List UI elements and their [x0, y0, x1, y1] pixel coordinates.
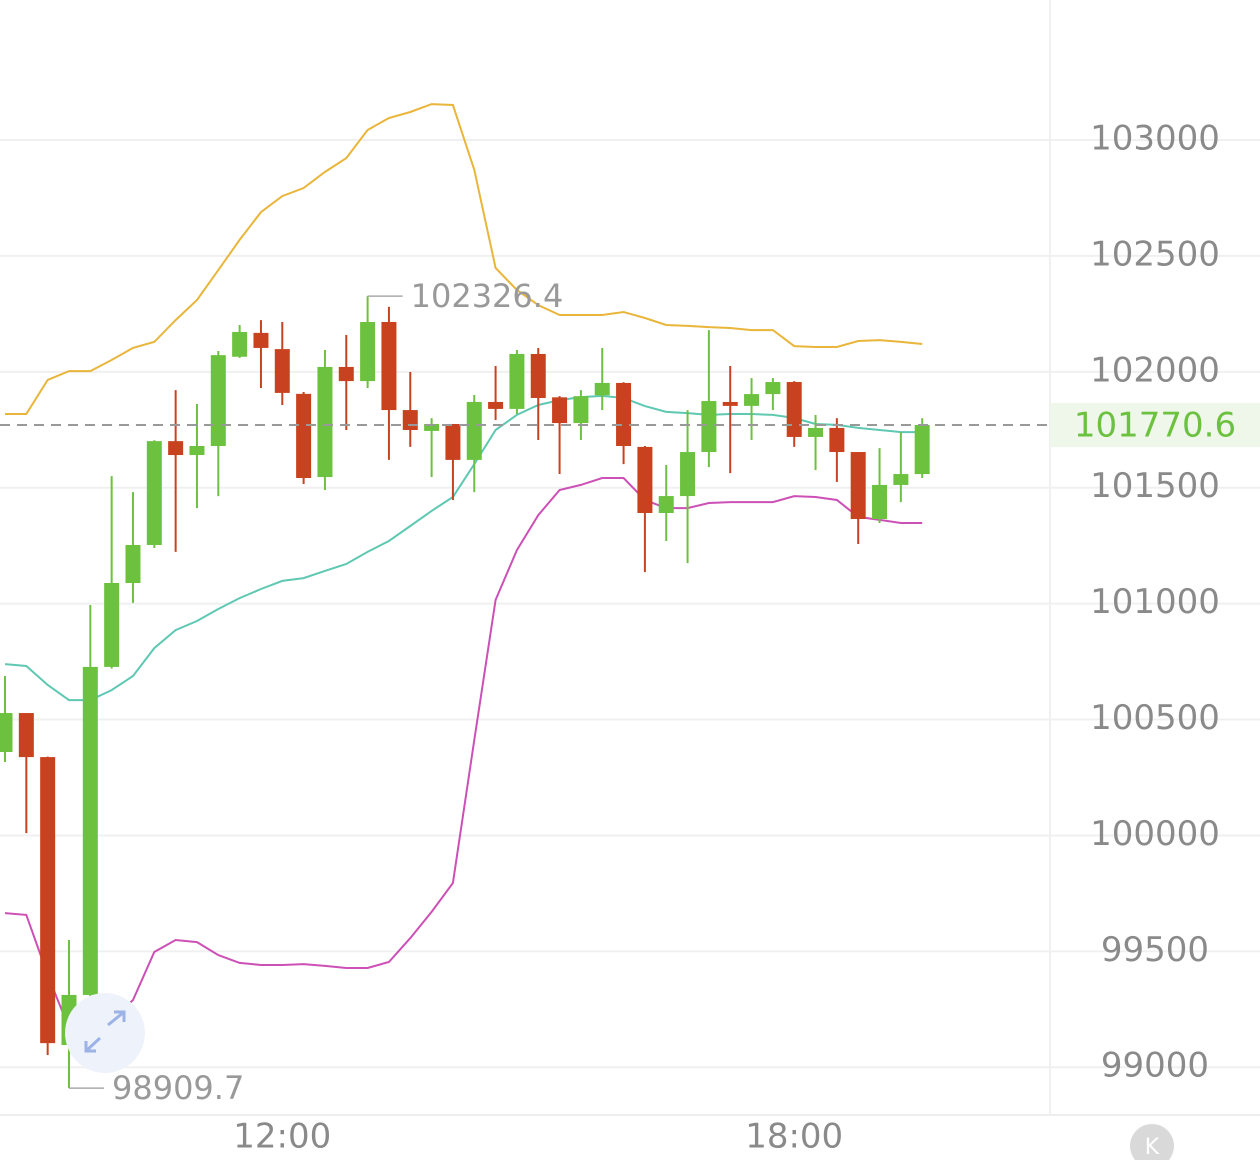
y-tick-label: 99500	[1101, 930, 1209, 970]
candle-body	[594, 382, 610, 396]
candle-body	[786, 382, 802, 437]
candle-body	[872, 484, 888, 520]
candle-body	[701, 401, 717, 453]
y-tick-label: 99000	[1101, 1046, 1209, 1086]
candle-body	[360, 321, 376, 382]
candle-body	[850, 452, 866, 520]
candle-body	[722, 401, 738, 406]
candle-body	[616, 382, 632, 446]
candle-body	[658, 496, 674, 513]
candle-body	[232, 331, 248, 357]
candle-body	[530, 353, 546, 399]
candle-body	[680, 452, 696, 497]
candle-body	[914, 424, 930, 475]
candle-body	[381, 321, 397, 411]
band-line	[4, 394, 923, 702]
min-label: 98909.7	[112, 1069, 244, 1107]
candle-body	[18, 713, 34, 758]
candle-body	[424, 423, 440, 431]
candle-body	[338, 366, 354, 382]
candle-body	[744, 394, 760, 406]
expand-icon-arrows[interactable]	[84, 1010, 126, 1053]
candle-body	[765, 382, 781, 395]
candle-body	[168, 441, 184, 456]
candle-body	[552, 397, 568, 424]
candle-body	[210, 355, 226, 446]
x-tick-label: 18:00	[745, 1117, 843, 1157]
candle-body	[104, 582, 120, 667]
y-tick-label: 102500	[1090, 234, 1220, 274]
candle-body	[893, 474, 909, 485]
candle-body	[0, 713, 13, 752]
candle-body	[829, 427, 845, 453]
band-line	[5, 103, 923, 415]
candle-body	[445, 423, 461, 460]
y-tick-label: 100000	[1090, 814, 1220, 854]
max-label: 102326.4	[411, 277, 564, 315]
candle-body	[317, 366, 333, 478]
candle-body	[808, 427, 824, 437]
kline-button[interactable]	[1130, 1124, 1174, 1160]
band-line	[4, 477, 923, 1030]
candle-body	[296, 393, 312, 478]
y-tick-label: 103000	[1090, 119, 1220, 159]
y-tick-label: 102000	[1090, 350, 1220, 390]
last-price-label: 101770.6	[1074, 405, 1236, 445]
expand-icon[interactable]	[65, 993, 145, 1073]
y-tick-label: 101500	[1090, 466, 1220, 506]
y-tick-label: 101000	[1090, 582, 1220, 622]
candle-body	[637, 446, 653, 513]
candle-body	[189, 446, 205, 456]
candle-body	[146, 441, 162, 545]
expand-icon-bg[interactable]	[65, 993, 145, 1073]
candle-body	[274, 349, 290, 393]
candle-body	[488, 401, 504, 409]
kline-button-label[interactable]: K	[1145, 1135, 1160, 1160]
last-price-bg	[1050, 402, 1260, 447]
candle-body	[40, 757, 56, 1044]
candle-body	[466, 401, 482, 460]
candle-body	[82, 666, 98, 995]
candle-body	[509, 353, 525, 409]
candle-body	[402, 410, 418, 431]
candle-body	[125, 544, 141, 583]
candle-body	[253, 332, 269, 348]
candle-body	[573, 396, 589, 424]
y-tick-label: 100500	[1090, 698, 1220, 738]
x-tick-label: 12:00	[233, 1117, 331, 1157]
